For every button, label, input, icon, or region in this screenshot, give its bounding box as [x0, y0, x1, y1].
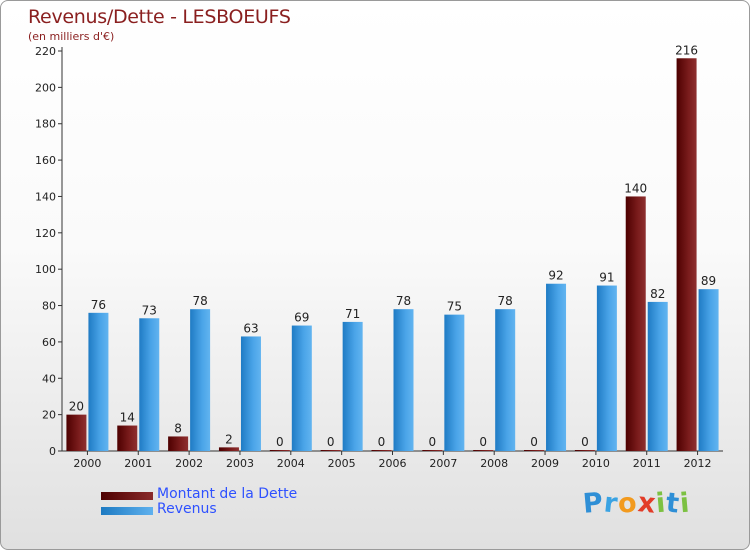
revenue-bar — [88, 312, 109, 451]
legend-label-debt: Montant de la Dette — [157, 486, 298, 502]
x-tick-label: 2010 — [582, 457, 610, 470]
revenue-value-label: 89 — [701, 274, 716, 288]
x-tick-label: 2007 — [429, 457, 457, 470]
x-tick-label: 2011 — [633, 457, 661, 470]
x-tick-label: 2008 — [480, 457, 508, 470]
y-tick-label: 80 — [42, 300, 56, 313]
legend-swatch-debt — [101, 492, 153, 500]
revenue-bar — [240, 336, 261, 451]
revenue-bar — [698, 289, 719, 451]
logo-letter: i — [678, 487, 692, 520]
revenue-value-label: 78 — [498, 294, 513, 308]
revenue-value-label: 91 — [599, 271, 614, 285]
debt-value-label: 0 — [479, 435, 487, 449]
y-tick-label: 140 — [35, 190, 56, 203]
x-tick-label: 2004 — [277, 457, 305, 470]
debt-value-label: 216 — [675, 43, 698, 57]
revenue-value-label: 75 — [447, 300, 462, 314]
debt-value-label: 140 — [624, 181, 647, 195]
revenue-value-label: 78 — [396, 294, 411, 308]
debt-value-label: 0 — [378, 435, 386, 449]
revenue-bar — [596, 285, 617, 451]
debt-value-label: 0 — [276, 435, 284, 449]
x-tick-label: 2001 — [124, 457, 152, 470]
revenue-bar — [139, 318, 160, 451]
revenue-value-label: 76 — [91, 298, 106, 312]
debt-value-label: 0 — [327, 435, 335, 449]
debt-value-label: 8 — [174, 421, 182, 435]
revenue-value-label: 82 — [650, 287, 665, 301]
y-tick-label: 20 — [42, 409, 56, 422]
revenue-bar — [647, 301, 668, 451]
y-tick-label: 120 — [35, 227, 56, 240]
y-tick-label: 180 — [35, 118, 56, 131]
debt-bar — [574, 450, 595, 451]
y-tick-label: 0 — [49, 445, 56, 458]
debt-bar — [676, 58, 697, 451]
debt-value-label: 0 — [530, 435, 538, 449]
revenue-bar — [546, 283, 567, 451]
revenue-bar — [393, 309, 414, 451]
debt-bar — [117, 425, 138, 451]
x-tick-label: 2000 — [73, 457, 101, 470]
debt-value-label: 2 — [225, 432, 233, 446]
x-tick-label: 2012 — [684, 457, 712, 470]
revenue-value-label: 78 — [192, 294, 207, 308]
x-tick-label: 2005 — [328, 457, 356, 470]
debt-bar — [625, 196, 646, 451]
debt-bar — [371, 450, 392, 451]
chart-subtitle: (en milliers d'€) — [28, 30, 115, 43]
debt-value-label: 14 — [120, 411, 135, 425]
debt-bar — [168, 436, 189, 451]
revenue-bar — [444, 314, 465, 451]
debt-value-label: 0 — [429, 435, 437, 449]
legend-label-revenue: Revenus — [157, 501, 217, 517]
revenue-bar — [190, 309, 211, 451]
x-tick-label: 2003 — [226, 457, 254, 470]
x-tick-label: 2002 — [175, 457, 203, 470]
debt-bar — [422, 450, 443, 451]
revenue-value-label: 92 — [548, 269, 563, 283]
revenue-value-label: 69 — [294, 311, 309, 325]
logo-letter: P — [581, 487, 606, 520]
debt-bar — [473, 450, 494, 451]
x-tick-label: 2009 — [531, 457, 559, 470]
debt-value-label: 0 — [581, 435, 589, 449]
revenue-bar — [291, 325, 312, 451]
revenue-bar — [342, 321, 363, 451]
revenue-value-label: 63 — [243, 321, 258, 335]
debt-bar — [269, 450, 290, 451]
revenue-value-label: 71 — [345, 307, 360, 321]
proxiti-logo: Proxiti — [581, 487, 692, 520]
debt-bar — [218, 447, 239, 451]
debt-bar — [66, 414, 87, 451]
debt-bar — [524, 450, 545, 451]
y-tick-label: 220 — [35, 45, 56, 58]
chart-title: Revenus/Dette - LESBOEUFS — [28, 6, 291, 28]
y-tick-label: 60 — [42, 336, 56, 349]
x-tick-label: 2006 — [379, 457, 407, 470]
y-tick-label: 200 — [35, 81, 56, 94]
debt-value-label: 20 — [69, 400, 84, 414]
y-tick-label: 100 — [35, 263, 56, 276]
y-tick-label: 40 — [42, 372, 56, 385]
revenue-value-label: 73 — [142, 303, 157, 317]
legend-swatch-revenue — [101, 507, 153, 515]
revenue-bar — [495, 309, 516, 451]
y-tick-label: 160 — [35, 154, 56, 167]
debt-bar — [320, 450, 341, 451]
